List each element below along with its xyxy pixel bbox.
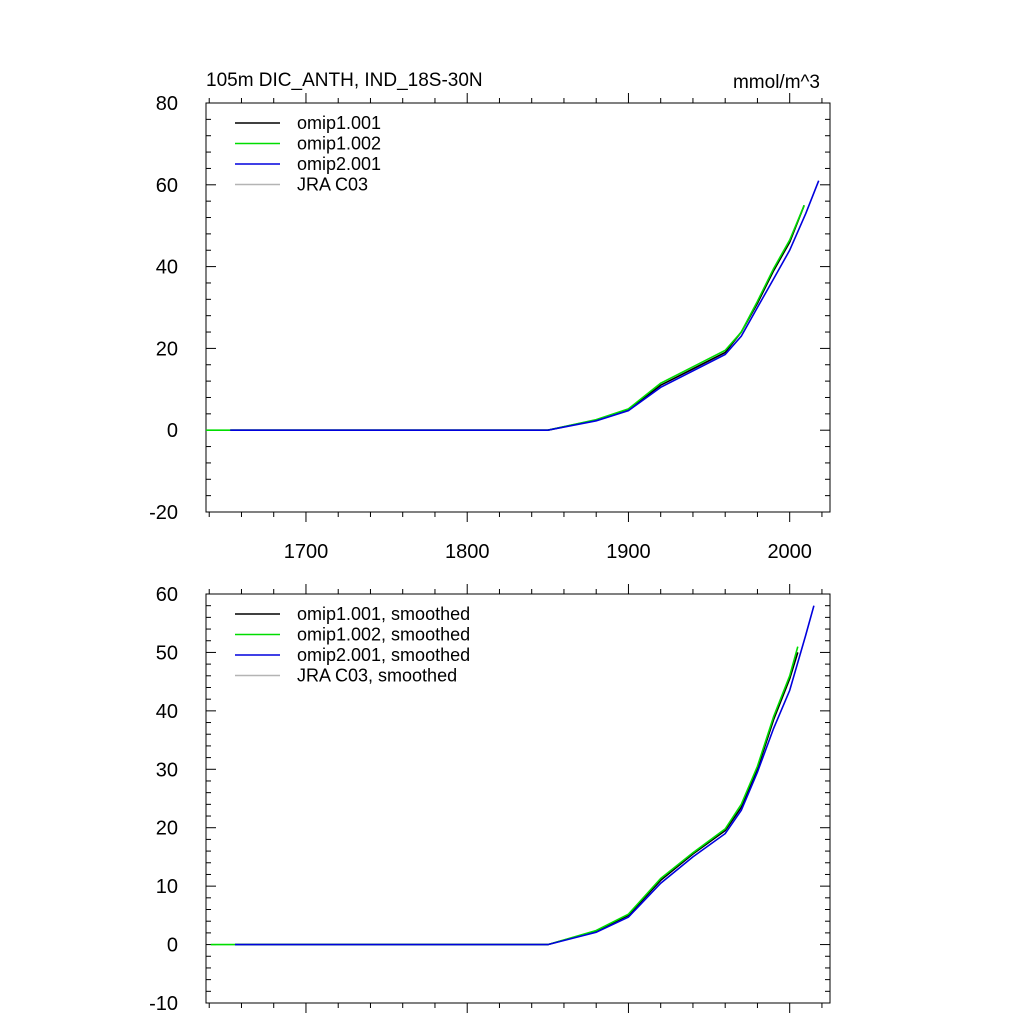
series-line-1: [206, 204, 805, 431]
units-label: mmol/m^3: [733, 72, 820, 93]
x-tick-label: 2000: [767, 541, 812, 563]
plot-frame: [205, 593, 831, 1004]
legend-label: JRA C03: [297, 175, 368, 195]
y-tick-label: 40: [156, 257, 178, 279]
chart-title: 105m DIC_ANTH, IND_18S-30N: [206, 70, 483, 91]
y-tick-label: 30: [156, 759, 178, 781]
x-tick-label: 1700: [284, 541, 329, 563]
y-tick-label: 0: [167, 935, 178, 957]
y-tick-label: 50: [156, 642, 178, 664]
legend-label: omip1.001: [297, 113, 381, 133]
legend-label: JRA C03, smoothed: [297, 666, 457, 686]
x-tick-label: 1900: [606, 541, 651, 563]
legend-label: omip1.002: [297, 134, 381, 154]
top-panel: 105m DIC_ANTH, IND_18S-30N mmol/m^3 -20 0 20…: [149, 70, 831, 563]
bottom-panel: -10 0 10 20 30 40 50 60 omip1.001, smoothedomip1…: [149, 584, 831, 1015]
y-tick-label: 10: [156, 876, 178, 898]
legend-label: omip1.002, smoothed: [297, 625, 470, 645]
x-tick-label: 1800: [445, 541, 490, 563]
y-tick-label: 80: [156, 93, 178, 115]
series-line-1: [210, 646, 799, 946]
y-tick-label: 20: [156, 338, 178, 360]
y-tick-label: -10: [149, 993, 178, 1015]
series-line-2: [230, 180, 820, 431]
y-tick-label: 20: [156, 818, 178, 840]
y-tick-label: 60: [156, 584, 178, 606]
legend-label: omip1.001, smoothed: [297, 604, 470, 624]
series-line-2: [235, 605, 815, 946]
legend-label: omip2.001, smoothed: [297, 645, 470, 665]
y-tick-label: -20: [149, 502, 178, 524]
series-line-0: [230, 205, 805, 431]
legend-label: omip2.001: [297, 154, 381, 174]
plot-frame: [205, 102, 831, 513]
series-line-0: [235, 652, 799, 946]
y-tick-label: 0: [167, 420, 178, 442]
y-tick-label: 40: [156, 701, 178, 723]
y-tick-label: 60: [156, 175, 178, 197]
